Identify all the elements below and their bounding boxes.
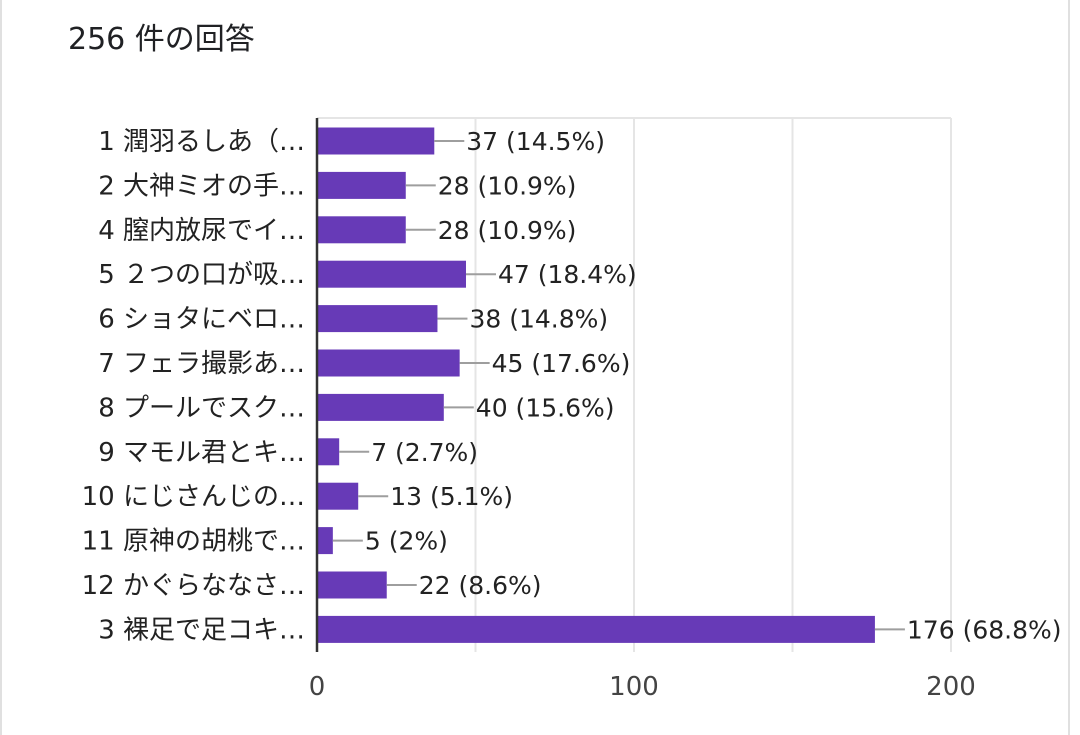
- category-label: 4 膣内放尿でイ…: [98, 216, 305, 246]
- category-label: 1 潤羽るしあ（…: [98, 127, 305, 157]
- data-label: 7 (2.7%): [371, 438, 478, 467]
- bar: [317, 171, 406, 199]
- bar: [317, 438, 340, 466]
- bar: [317, 527, 333, 555]
- bar: [317, 260, 466, 288]
- data-label: 37 (14.5%): [466, 127, 605, 156]
- category-label: 5 ２つの口が吸…: [98, 260, 305, 290]
- bar: [317, 216, 406, 244]
- data-label: 45 (17.6%): [492, 349, 631, 378]
- category-label: 3 裸足で足コキ…: [98, 615, 305, 645]
- bar: [317, 349, 460, 377]
- data-label: 5 (2%): [365, 527, 448, 556]
- x-tick-label: 0: [309, 672, 326, 702]
- data-label: 13 (5.1%): [390, 482, 513, 511]
- category-label: 6 ショタにベロ…: [98, 305, 305, 335]
- category-label: 7 フェラ撮影あ…: [98, 349, 305, 379]
- bar: [317, 571, 387, 599]
- data-label: 47 (18.4%): [498, 260, 637, 289]
- data-label: 40 (15.6%): [476, 393, 615, 422]
- data-label: 176 (68.8%): [907, 615, 1062, 644]
- category-label: 9 マモル君とキ…: [98, 438, 305, 468]
- data-label: 28 (10.9%): [438, 171, 577, 200]
- bar: [317, 127, 435, 155]
- data-label: 28 (10.9%): [438, 216, 577, 245]
- data-label: 38 (14.8%): [469, 305, 608, 334]
- bar: [317, 615, 875, 643]
- data-label: 22 (8.6%): [419, 571, 542, 600]
- x-tick-label: 100: [609, 672, 659, 702]
- response-count: 256 件の回答: [68, 22, 255, 57]
- bar: [317, 482, 359, 510]
- category-label: 11 原神の胡桃で…: [82, 527, 305, 557]
- bar: [317, 305, 438, 333]
- category-label: 2 大神ミオの手…: [98, 171, 305, 201]
- category-label: 12 かぐらななさ…: [82, 571, 305, 601]
- category-label: 8 プールでスク…: [98, 393, 305, 423]
- bar: [317, 393, 444, 421]
- category-label: 10 にじさんじの…: [82, 482, 305, 512]
- x-tick-label: 200: [926, 672, 976, 702]
